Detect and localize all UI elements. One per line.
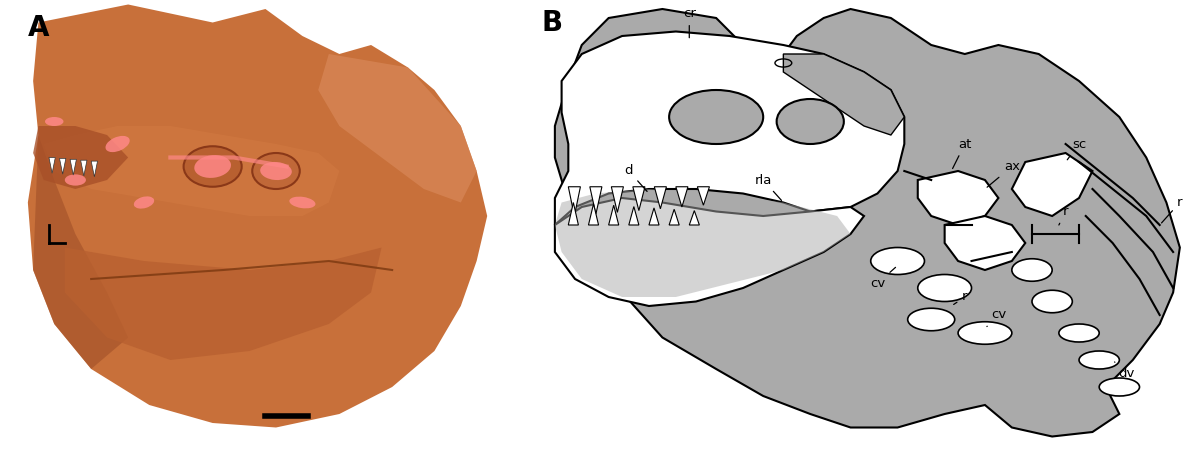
Polygon shape bbox=[554, 189, 851, 297]
Polygon shape bbox=[318, 54, 476, 202]
Ellipse shape bbox=[918, 274, 972, 302]
Polygon shape bbox=[649, 208, 659, 225]
Ellipse shape bbox=[958, 322, 1012, 344]
Polygon shape bbox=[70, 159, 77, 175]
Polygon shape bbox=[569, 187, 581, 216]
Ellipse shape bbox=[134, 196, 154, 209]
Polygon shape bbox=[569, 202, 578, 225]
Ellipse shape bbox=[194, 155, 230, 178]
Ellipse shape bbox=[1012, 259, 1052, 281]
Polygon shape bbox=[554, 32, 905, 225]
Ellipse shape bbox=[670, 90, 763, 144]
Ellipse shape bbox=[1032, 290, 1073, 313]
Polygon shape bbox=[34, 126, 128, 189]
Polygon shape bbox=[34, 135, 128, 369]
Text: cr: cr bbox=[683, 7, 696, 38]
Ellipse shape bbox=[289, 197, 316, 208]
Ellipse shape bbox=[1079, 351, 1120, 369]
Polygon shape bbox=[654, 187, 666, 209]
Polygon shape bbox=[918, 171, 998, 225]
Text: dv: dv bbox=[1115, 362, 1134, 380]
Text: r: r bbox=[954, 291, 967, 305]
Ellipse shape bbox=[184, 146, 241, 187]
Text: cv: cv bbox=[870, 267, 895, 290]
Polygon shape bbox=[784, 54, 905, 135]
Polygon shape bbox=[554, 198, 864, 306]
Polygon shape bbox=[1012, 153, 1092, 216]
Polygon shape bbox=[49, 158, 55, 173]
Polygon shape bbox=[43, 126, 340, 216]
Ellipse shape bbox=[1099, 378, 1140, 396]
Text: sc: sc bbox=[1067, 138, 1086, 160]
Text: ax: ax bbox=[988, 160, 1020, 187]
Polygon shape bbox=[28, 4, 487, 428]
Text: B: B bbox=[541, 9, 563, 37]
Text: at: at bbox=[953, 138, 972, 168]
Polygon shape bbox=[944, 216, 1025, 270]
Polygon shape bbox=[632, 187, 644, 211]
Polygon shape bbox=[588, 204, 599, 225]
Text: rla: rla bbox=[755, 174, 781, 200]
Polygon shape bbox=[689, 211, 700, 225]
Ellipse shape bbox=[46, 117, 64, 126]
Ellipse shape bbox=[252, 153, 300, 189]
Polygon shape bbox=[608, 205, 619, 225]
Polygon shape bbox=[697, 187, 709, 205]
Polygon shape bbox=[65, 248, 382, 360]
Polygon shape bbox=[676, 187, 688, 207]
Polygon shape bbox=[60, 158, 66, 174]
Text: r: r bbox=[1162, 196, 1182, 223]
Polygon shape bbox=[554, 9, 1180, 436]
Polygon shape bbox=[611, 187, 624, 212]
Ellipse shape bbox=[106, 136, 130, 152]
Ellipse shape bbox=[65, 174, 86, 185]
Text: r: r bbox=[1058, 205, 1068, 225]
Ellipse shape bbox=[871, 248, 924, 274]
Polygon shape bbox=[80, 160, 86, 176]
Polygon shape bbox=[629, 207, 638, 225]
Text: cv: cv bbox=[986, 309, 1006, 327]
Polygon shape bbox=[670, 209, 679, 225]
Polygon shape bbox=[91, 161, 97, 177]
Ellipse shape bbox=[260, 162, 292, 180]
Polygon shape bbox=[590, 187, 602, 214]
Ellipse shape bbox=[1058, 324, 1099, 342]
Text: A: A bbox=[28, 14, 49, 41]
Ellipse shape bbox=[776, 99, 844, 144]
Text: d: d bbox=[624, 165, 647, 191]
Ellipse shape bbox=[907, 308, 955, 331]
